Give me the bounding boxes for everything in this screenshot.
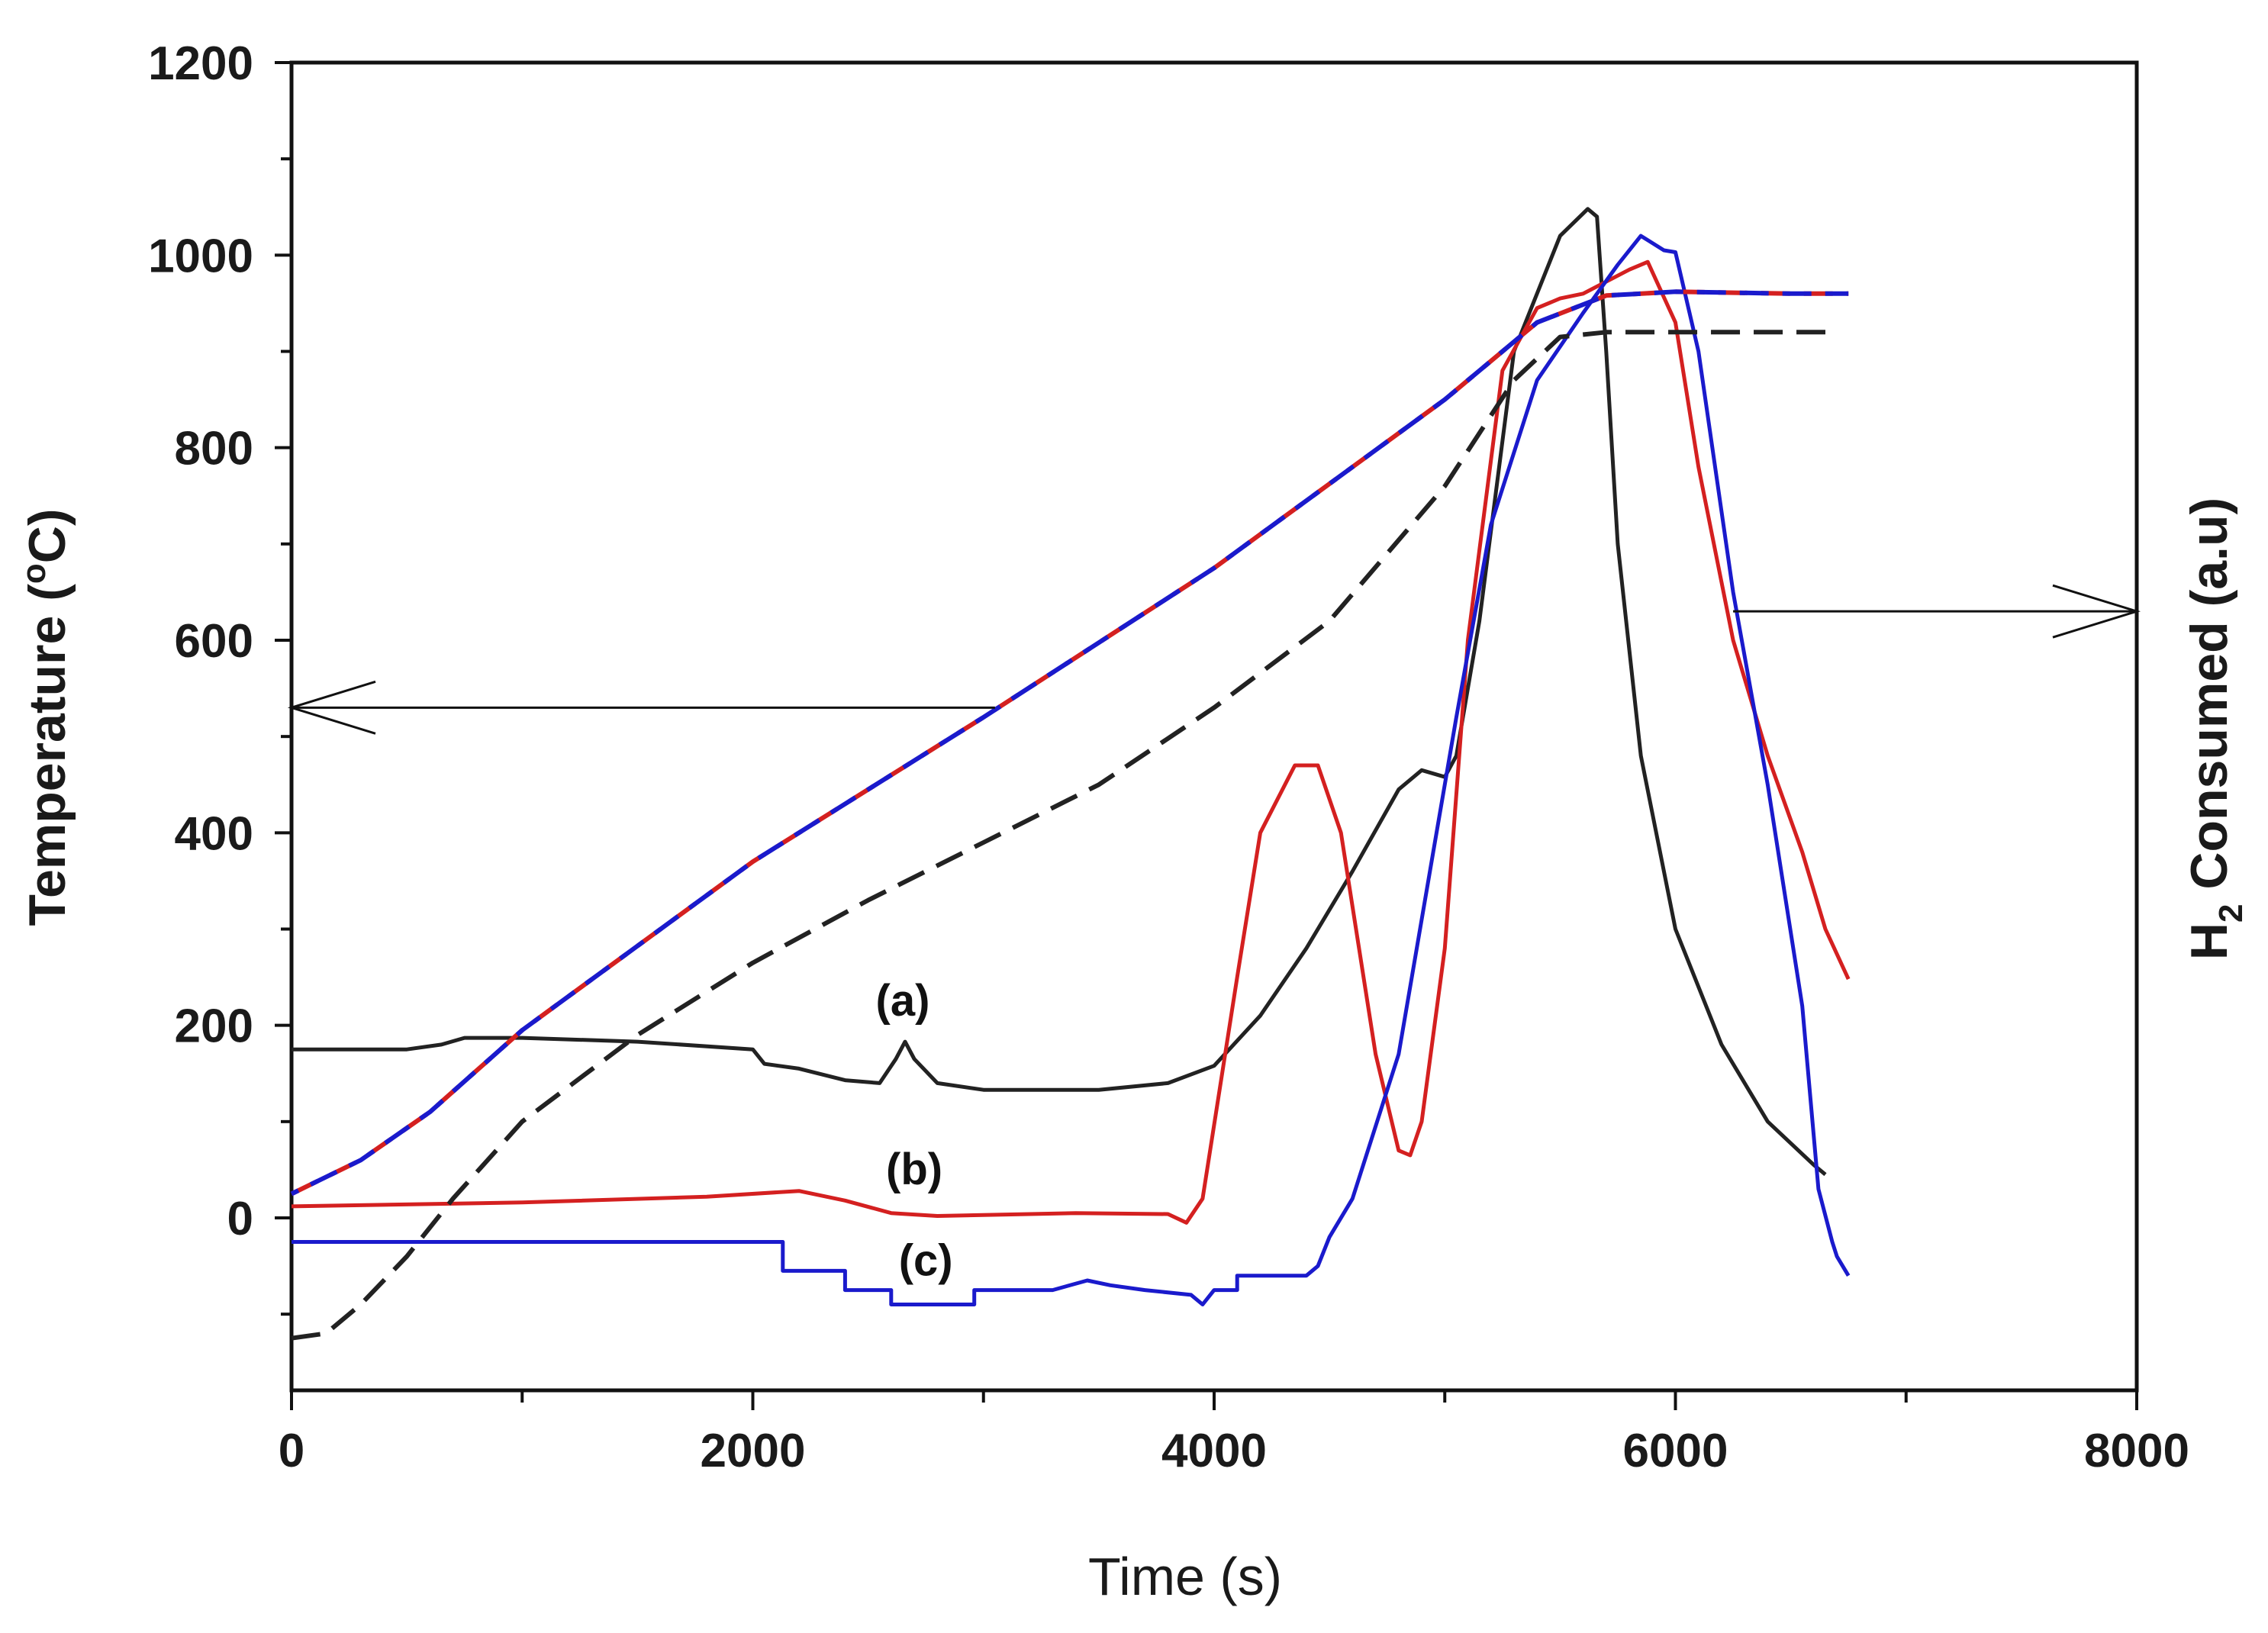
y-tick-label: 1000: [148, 230, 253, 282]
x-tick-label: 6000: [1623, 1425, 1728, 1477]
arrow-head-2: [2052, 584, 2141, 639]
series-line-5: [290, 289, 1849, 1197]
series-layer: [290, 207, 1851, 1341]
y-axis-right-title-prefix: H: [2180, 923, 2238, 960]
series-line-3: [292, 234, 1851, 1306]
curve-label-3: (c): [899, 1236, 953, 1286]
x-tick-label: 8000: [2084, 1425, 2189, 1477]
y-tick-label: 600: [175, 615, 253, 668]
plot-frame: [289, 60, 2139, 1393]
curve-labels: (a) (b) (c): [876, 976, 953, 1286]
x-tick-label: 4000: [1161, 1425, 1267, 1477]
y-axis-title-sup: o: [15, 563, 53, 584]
y-tick-label: 400: [175, 807, 253, 860]
y-tick-label: 0: [227, 1193, 253, 1245]
y-tick-label: 200: [175, 1000, 253, 1053]
series-line-2: [291, 259, 1851, 1225]
y-axis-ticks: 0 200 400 600 800 1000 1200: [148, 37, 292, 1316]
arrow-head-1: [287, 680, 376, 735]
arrow-layer: [287, 584, 2141, 735]
series-line-1: [292, 207, 1827, 1177]
y-axis-right-title: H2 Consumed (a.u): [2180, 498, 2250, 960]
y-tick-label: 1200: [148, 37, 253, 90]
x-tick-label: 2000: [701, 1425, 806, 1477]
y-axis-title-prefix: Temperature (: [18, 584, 76, 926]
plot-border: [289, 60, 2139, 1393]
y-axis-title-suffix: C): [18, 508, 76, 563]
series-line-6: [290, 289, 1849, 1197]
series-line-4: [291, 330, 1825, 1341]
x-tick-label: 0: [279, 1425, 304, 1477]
x-axis-title: Time (s): [1088, 1547, 1282, 1606]
y-axis-right-title-suffix: Consumed (a.u): [2180, 498, 2238, 904]
y-axis-title: Temperature (oC): [15, 508, 76, 926]
y-axis-right-title-sub: 2: [2212, 904, 2250, 923]
curve-label-1: (a): [876, 976, 930, 1026]
x-axis-ticks: 0 2000 4000 6000 8000: [279, 1390, 2189, 1477]
curve-label-2: (b): [886, 1145, 942, 1194]
y-tick-label: 800: [175, 423, 253, 475]
